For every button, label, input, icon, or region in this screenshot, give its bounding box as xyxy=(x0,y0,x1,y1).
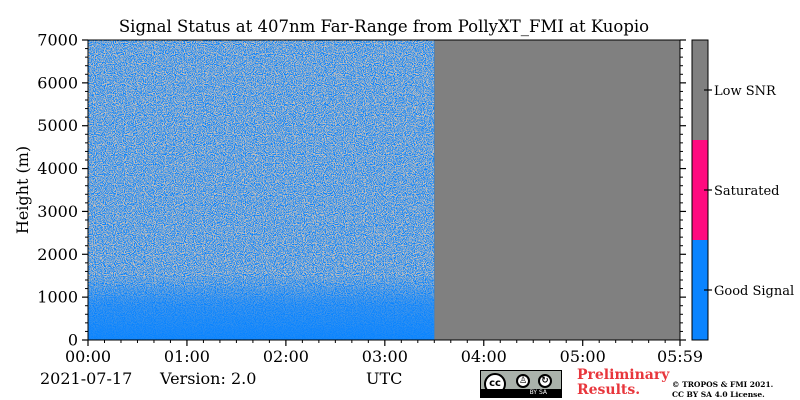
x-tick-label: 05:00 xyxy=(560,347,606,366)
colorbar-label: Good Signal xyxy=(714,284,794,299)
y-axis-label: Height (m) xyxy=(13,146,32,234)
preliminary-line-2: Results. xyxy=(577,382,641,398)
x-tick-label: 03:00 xyxy=(362,347,408,366)
y-tick-label: 7000 xyxy=(37,31,78,50)
preliminary-line-1: Preliminary xyxy=(577,367,670,383)
y-tick-label: 0 xyxy=(68,331,78,350)
plot-area xyxy=(88,40,680,340)
colorbar-frame xyxy=(691,39,709,341)
by-icon: ♙ xyxy=(516,374,530,388)
y-tick-label: 5000 xyxy=(37,116,78,135)
copyright-note: © TROPOS & FMI 2021. CC BY SA 4.0 Licens… xyxy=(672,380,773,400)
x-tick-label: 01:00 xyxy=(164,347,210,366)
sa-icon: ↻ xyxy=(538,374,552,388)
preliminary-note: Preliminary Results. xyxy=(577,368,669,398)
low-snr-speckle xyxy=(88,40,435,340)
axes: 0 1000 2000 3000 4000 5000 6000 7000 Height (m) 0… xyxy=(13,31,703,367)
y-tick-label: 6000 xyxy=(37,73,78,92)
x-axis-label: UTC xyxy=(366,369,403,388)
y-tick-label: 3000 xyxy=(37,202,78,221)
colorbar: Low SNR Saturated Good Signal xyxy=(691,39,794,341)
x-tick-label: 02:00 xyxy=(263,347,309,366)
chart-title: Signal Status at 407nm Far-Range from Po… xyxy=(118,17,650,36)
x-tick-label: 04:00 xyxy=(461,347,507,366)
x-tick-label: 05:59 xyxy=(657,347,703,366)
colorbar-segment xyxy=(692,40,708,140)
colorbar-segment xyxy=(692,140,708,240)
date-label: 2021-07-17 xyxy=(40,369,133,388)
copyright-line-1: © TROPOS & FMI 2021. xyxy=(672,380,774,389)
colorbar-segment xyxy=(692,240,708,340)
colorbar-label: Low SNR xyxy=(714,84,777,99)
copyright-line-2: CC BY SA 4.0 License. xyxy=(672,390,765,399)
version-label: Version: 2.0 xyxy=(160,369,257,388)
cc-logo-text: cc xyxy=(489,378,501,389)
y-tick-label: 1000 xyxy=(37,288,78,307)
y-tick-label: 2000 xyxy=(37,245,78,264)
cc-by-sa-text: BY SA xyxy=(481,389,561,397)
x-tick-label: 00:00 xyxy=(65,347,111,366)
plot-frame xyxy=(87,39,681,341)
cc-license-logo: cc ♙ ↻ BY SA xyxy=(480,370,562,398)
colorbar-label: Saturated xyxy=(714,184,779,199)
y-tick-label: 4000 xyxy=(37,159,78,178)
